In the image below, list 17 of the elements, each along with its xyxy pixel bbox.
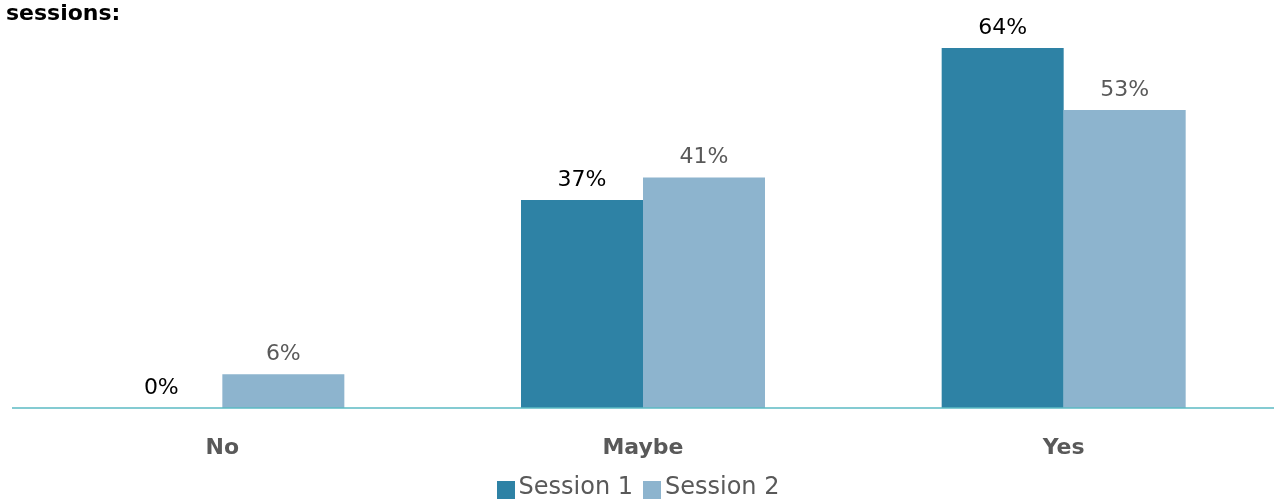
data-label: 64%: [978, 14, 1028, 39]
data-label: 53%: [1100, 75, 1150, 101]
legend-label: Session 1: [518, 472, 633, 500]
data-label: 6%: [265, 340, 301, 366]
data-label: 0%: [143, 373, 179, 399]
x-tick-label: Maybe: [602, 433, 684, 459]
data-label: 37%: [557, 165, 607, 191]
data-label: 41%: [679, 143, 729, 169]
x-tick-label: No: [205, 433, 240, 459]
chart-title: sessions:: [6, 0, 121, 25]
bar: [643, 177, 766, 408]
legend-label: Session 2: [665, 472, 780, 500]
bar: [521, 199, 644, 408]
bar: [1063, 109, 1186, 408]
bar: [941, 48, 1064, 408]
x-tick-label: Yes: [1041, 433, 1085, 459]
bar: [222, 374, 345, 408]
